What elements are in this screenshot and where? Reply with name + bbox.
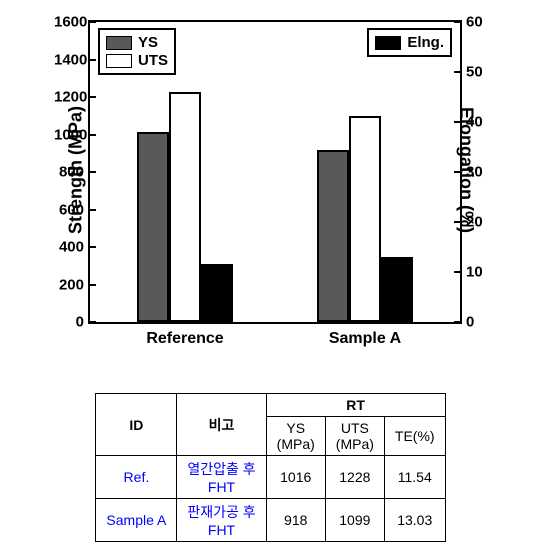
bar-elng (201, 264, 233, 322)
cell-te: 11.54 (384, 456, 445, 499)
legend-label: Elng. (407, 34, 444, 51)
legend-item-elng: Elng. (375, 34, 444, 51)
ytick-mark-right (454, 71, 460, 73)
legend-swatch-uts (106, 54, 132, 68)
ytick-left: 1400 (54, 51, 84, 68)
legend-swatch-elng (375, 36, 401, 50)
col-ys-text: YS (MPa) (277, 420, 315, 452)
ytick-mark-right (454, 221, 460, 223)
table-row: Sample A 판재가공 후 FHT 918 1099 13.03 (96, 499, 445, 542)
col-ys: YS (MPa) (266, 417, 325, 456)
ytick-mark-right (454, 321, 460, 323)
x-category-label: Reference (146, 330, 223, 348)
cell-uts: 1099 (325, 499, 384, 542)
legend-swatch-ys (106, 36, 132, 50)
legend-item-ys: YS (106, 34, 168, 51)
cell-id: Sample A (96, 499, 177, 542)
legend-label: UTS (138, 52, 168, 69)
ytick-left: 400 (54, 239, 84, 256)
legend-item-uts: UTS (106, 52, 168, 69)
ytick-right: 40 (466, 114, 496, 131)
ytick-left: 1000 (54, 126, 84, 143)
ytick-left: 1200 (54, 89, 84, 106)
ytick-mark-left (90, 209, 96, 211)
cell-te: 13.03 (384, 499, 445, 542)
strength-elongation-chart: Strength (MPa) Elongation (%) YS UTS Eln… (0, 0, 541, 385)
cell-uts: 1228 (325, 456, 384, 499)
ytick-right: 50 (466, 64, 496, 81)
ytick-right: 30 (466, 164, 496, 181)
col-note: 비고 (177, 394, 266, 456)
col-group: RT (266, 394, 445, 417)
ytick-right: 60 (466, 14, 496, 31)
cell-id: Ref. (96, 456, 177, 499)
ytick-mark-left (90, 284, 96, 286)
ytick-mark-left (90, 246, 96, 248)
legend-right: Elng. (367, 28, 452, 57)
cell-ys: 1016 (266, 456, 325, 499)
ytick-mark-left (90, 134, 96, 136)
ytick-left: 800 (54, 164, 84, 181)
ytick-left: 600 (54, 201, 84, 218)
cell-note: 열간압출 후 FHT (177, 456, 266, 499)
bar-ys (317, 150, 349, 322)
ytick-mark-right (454, 171, 460, 173)
ytick-mark-right (454, 121, 460, 123)
cell-ys: 918 (266, 499, 325, 542)
ytick-right: 20 (466, 214, 496, 231)
col-id: ID (96, 394, 177, 456)
ytick-left: 0 (54, 314, 84, 331)
col-uts: UTS (MPa) (325, 417, 384, 456)
ytick-mark-right (454, 271, 460, 273)
bar-uts (169, 92, 201, 322)
legend-left: YS UTS (98, 28, 176, 75)
col-te: TE(%) (384, 417, 445, 456)
ytick-left: 1600 (54, 14, 84, 31)
ytick-left: 200 (54, 276, 84, 293)
bar-ys (137, 132, 169, 323)
ytick-right: 0 (466, 314, 496, 331)
plot-area: YS UTS Elng. 020040060080010001200140016… (88, 20, 462, 324)
results-table: ID 비고 RT YS (MPa) UTS (MPa) TE(%) Ref. 열… (95, 393, 445, 542)
cell-note: 판재가공 후 FHT (177, 499, 266, 542)
ytick-right: 10 (466, 264, 496, 281)
x-category-label: Sample A (329, 330, 401, 348)
ytick-mark-right (454, 21, 460, 23)
ytick-mark-left (90, 21, 96, 23)
bar-elng (381, 257, 413, 322)
table-row: Ref. 열간압출 후 FHT 1016 1228 11.54 (96, 456, 445, 499)
ytick-mark-left (90, 171, 96, 173)
legend-label: YS (138, 34, 158, 51)
ytick-mark-left (90, 59, 96, 61)
bar-uts (349, 116, 381, 322)
ytick-mark-left (90, 321, 96, 323)
ytick-mark-left (90, 96, 96, 98)
col-uts-text: UTS (MPa) (336, 420, 374, 452)
